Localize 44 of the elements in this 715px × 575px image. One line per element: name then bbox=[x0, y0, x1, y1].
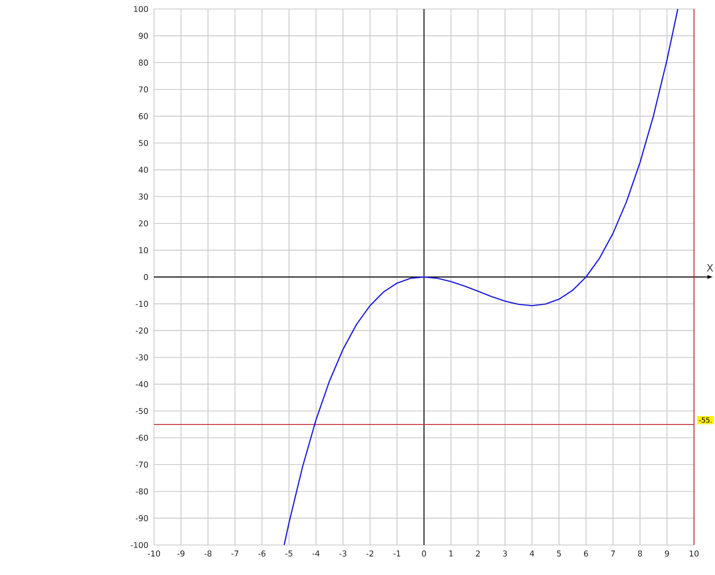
x-tick-label: 1 bbox=[449, 550, 453, 556]
x-tick-label: -9 bbox=[177, 550, 184, 557]
x-axis-title: X bbox=[706, 264, 714, 272]
x-tick-label: 3 bbox=[503, 550, 507, 557]
x-tick-label: -7 bbox=[231, 550, 238, 556]
y-tick-label: 90 bbox=[138, 32, 148, 39]
x-tick-label: -1 bbox=[393, 550, 400, 556]
x-tick-label: 9 bbox=[664, 550, 669, 557]
y-tick-label: 60 bbox=[138, 113, 148, 120]
y-tick-label: -100 bbox=[130, 542, 148, 548]
x-tick-label: -5 bbox=[285, 550, 292, 556]
y-tick-label: 70 bbox=[138, 86, 148, 92]
x-tick-label: -4 bbox=[312, 550, 320, 556]
x-tick-label: -8 bbox=[204, 550, 212, 557]
x-tick-label: 8 bbox=[638, 550, 642, 557]
y-tick-label: -80 bbox=[136, 488, 148, 494]
y-tick-label: -50 bbox=[136, 408, 148, 414]
x-tick-label: 5 bbox=[557, 550, 561, 556]
y-tick-label: 50 bbox=[138, 140, 148, 146]
y-tick-label: 80 bbox=[138, 60, 148, 66]
line-series bbox=[284, 8, 678, 546]
y-tick-label: -70 bbox=[136, 462, 148, 468]
y-tick-label: 0 bbox=[144, 274, 148, 280]
x-tick-label: 4 bbox=[530, 550, 534, 556]
y-tick-label: 10 bbox=[139, 247, 148, 254]
x-tick-label: 7 bbox=[611, 550, 615, 556]
x-tick-label: 0 bbox=[422, 550, 426, 557]
y-tick-label: -40 bbox=[136, 381, 148, 388]
x-tick-label: -2 bbox=[366, 550, 374, 556]
x-tick-label: -3 bbox=[339, 550, 346, 557]
y-tick-label: 30 bbox=[138, 194, 148, 200]
x-tick-label: -6 bbox=[258, 550, 266, 557]
y-tick-label: -60 bbox=[136, 434, 148, 441]
y-tick-label: -30 bbox=[136, 354, 148, 360]
x-tick-label: -10 bbox=[148, 550, 160, 557]
x-tick-label: 2 bbox=[476, 550, 480, 556]
y-tick-label: 20 bbox=[138, 220, 148, 226]
y-tick-label: 100 bbox=[134, 6, 148, 12]
y-tick-label: -20 bbox=[136, 328, 148, 334]
y-tick-label: -10 bbox=[136, 300, 148, 307]
y-tick-label: -90 bbox=[136, 515, 148, 522]
x-tick-label: 6 bbox=[584, 550, 588, 557]
y-tick-label: 40 bbox=[138, 166, 148, 173]
x-tick-label: 10 bbox=[690, 550, 699, 557]
